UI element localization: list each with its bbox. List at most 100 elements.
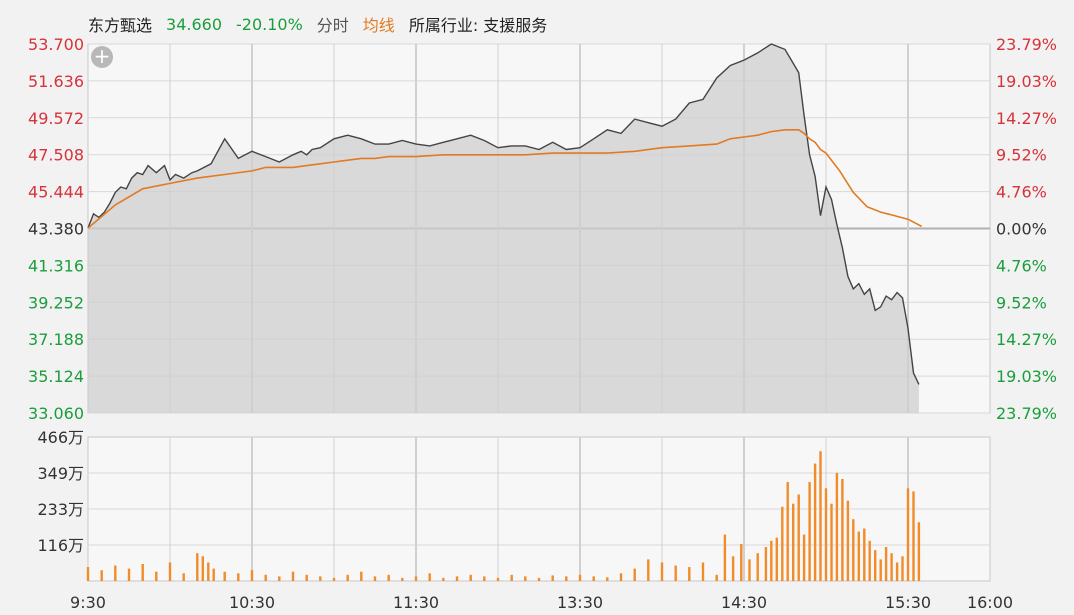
volume-bar — [647, 559, 650, 581]
volume-bar — [868, 540, 871, 581]
volume-bar — [565, 576, 568, 581]
volume-bar — [155, 571, 158, 581]
y-tick-left: 51.636 — [28, 72, 84, 91]
volume-bars — [86, 451, 921, 581]
volume-bar — [86, 567, 90, 581]
volume-bar — [510, 574, 513, 581]
volume-bar — [884, 547, 888, 581]
volume-bar — [264, 574, 267, 581]
volume-bar — [775, 537, 778, 581]
y-tick-left: 41.316 — [28, 256, 84, 275]
y-tick-left: 33.060 — [28, 404, 84, 423]
x-tick: 16:00 — [967, 593, 1013, 612]
volume-bar — [901, 556, 904, 581]
volume-bar — [895, 562, 899, 581]
x-tick: 9:30 — [70, 593, 106, 612]
stock-industry: 所属行业: 支援服务 — [408, 16, 548, 35]
volume-bar — [537, 577, 541, 581]
volume-bar — [906, 488, 910, 581]
volume-bar — [305, 574, 308, 581]
tab-junxian[interactable]: 均线 — [362, 16, 395, 35]
volume-bar — [127, 568, 131, 581]
volume-bar — [278, 576, 281, 581]
volume-bar — [237, 573, 240, 581]
add-icon[interactable]: + — [91, 46, 113, 68]
volume-bar — [332, 577, 336, 581]
volume-bar — [578, 574, 582, 581]
volume-bar — [201, 556, 204, 581]
volume-bar — [428, 573, 431, 581]
volume-bar — [360, 571, 363, 581]
average-line — [87, 129, 923, 229]
volume-bar — [212, 568, 215, 581]
volume-bar — [182, 573, 185, 581]
stock-price: 34.660 — [166, 14, 222, 34]
price-area — [88, 44, 919, 413]
volume-bar — [824, 488, 828, 581]
volume-bar — [319, 576, 322, 581]
volume-bar — [592, 576, 595, 581]
volume-bar — [688, 567, 691, 581]
volume-bar — [346, 574, 349, 581]
volume-bar — [802, 534, 806, 581]
volume-bar — [830, 503, 833, 581]
tab-fenshi[interactable]: 分时 — [316, 16, 349, 35]
volume-tick: 116万 — [37, 536, 84, 555]
y-tick-left: 37.188 — [28, 330, 84, 349]
volume-bar — [835, 472, 839, 581]
volume-bar — [633, 568, 636, 581]
volume-tick: 349万 — [37, 464, 84, 483]
y-tick-left: 43.380 — [28, 220, 84, 239]
volume-bar — [879, 559, 882, 581]
volume-bar — [223, 571, 226, 581]
volume-bar — [797, 494, 800, 581]
volume-bar — [715, 574, 718, 581]
volume-tick: 233万 — [37, 500, 84, 519]
volume-bar — [731, 556, 735, 581]
volume-bar — [912, 491, 915, 581]
x-tick: 14:30 — [721, 593, 767, 612]
y-tick-left: 45.444 — [28, 183, 84, 202]
volume-bar — [291, 571, 295, 581]
volume-bar — [469, 574, 472, 581]
volume-bar — [813, 463, 817, 581]
volume-bar — [841, 479, 844, 581]
volume-bar — [414, 576, 418, 581]
chart-lines — [87, 43, 923, 385]
volume-bar — [756, 553, 759, 581]
y-tick-right: 19.03% — [996, 367, 1057, 386]
volume-bar — [863, 528, 866, 581]
volume-bar — [808, 482, 811, 581]
volume-bar — [100, 570, 103, 581]
y-tick-right: 0.00% — [996, 220, 1047, 239]
volume-bar — [141, 564, 144, 581]
y-tick-right: 9.52% — [996, 146, 1047, 165]
volume-bar — [781, 506, 784, 581]
y-tick-right: 23.79% — [996, 404, 1057, 423]
y-tick-left: 39.252 — [28, 293, 84, 312]
stock-header: 东方甄选 34.660 -20.10% 分时 均线 所属行业: 支援服务 — [88, 12, 547, 36]
volume-bar — [874, 550, 877, 581]
volume-bar — [207, 562, 210, 581]
volume-bar — [401, 577, 404, 581]
y-tick-right: 14.27% — [996, 109, 1057, 128]
y-tick-right: 14.27% — [996, 330, 1057, 349]
volume-bar — [723, 534, 727, 581]
volume-bar — [852, 519, 855, 581]
volume-bar — [740, 543, 743, 581]
volume-bar — [770, 540, 773, 581]
y-tick-right: 4.76% — [996, 256, 1047, 275]
y-tick-left: 53.700 — [28, 35, 84, 54]
x-tick: 10:30 — [229, 593, 275, 612]
volume-bar — [792, 503, 795, 581]
x-tick: 11:30 — [393, 593, 439, 612]
y-tick-left: 47.508 — [28, 146, 84, 165]
volume-tick: 466万 — [37, 428, 84, 447]
volume-bar — [674, 565, 677, 581]
y-tick-left: 35.124 — [28, 367, 84, 386]
volume-bar — [196, 553, 199, 581]
volume-bar — [917, 522, 921, 581]
stock-change-pct: -20.10% — [236, 14, 303, 34]
volume-bar — [890, 553, 893, 581]
